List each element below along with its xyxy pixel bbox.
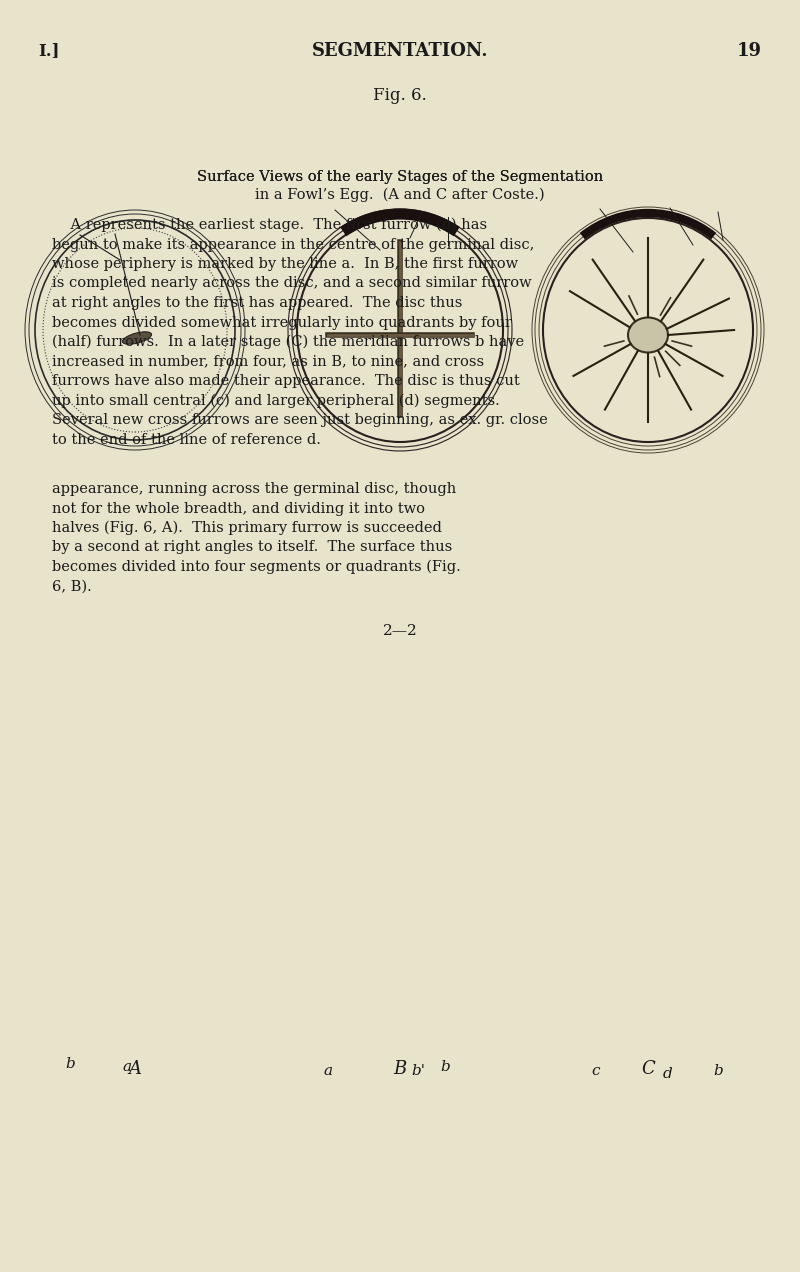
Text: Surface Views of the early Stages of the Segmentation: Surface Views of the early Stages of the… [197, 170, 603, 184]
Text: b: b [440, 1060, 450, 1074]
Text: at right angles to the first has appeared.  The disc thus: at right angles to the first has appeare… [52, 296, 462, 310]
Text: increased in number, from four, as in B, to nine, and cross: increased in number, from four, as in B,… [52, 355, 484, 369]
Text: b: b [65, 1057, 75, 1071]
Text: begun to make its appearance in the centre of the germinal disc,: begun to make its appearance in the cent… [52, 238, 534, 252]
Text: not for the whole breadth, and dividing it into two: not for the whole breadth, and dividing … [52, 501, 425, 515]
Text: whose periphery is marked by the line a.  In B, the first furrow: whose periphery is marked by the line a.… [52, 257, 518, 271]
Text: in a Fowl’s Egg.  (A and C after Coste.): in a Fowl’s Egg. (A and C after Coste.) [255, 188, 545, 202]
Text: (half) furrows.  In a later stage (C) the meridian furrows b have: (half) furrows. In a later stage (C) the… [52, 335, 524, 350]
Text: A represents the earliest stage.  The first furrow (b) has: A represents the earliest stage. The fir… [52, 218, 487, 233]
Text: c: c [592, 1063, 600, 1077]
Text: by a second at right angles to itself.  The surface thus: by a second at right angles to itself. T… [52, 541, 452, 555]
Text: Fig. 6.: Fig. 6. [373, 86, 427, 104]
Text: is completed nearly across the disc, and a second similar furrow: is completed nearly across the disc, and… [52, 276, 532, 290]
Text: a: a [122, 1060, 131, 1074]
Text: furrows have also made their appearance.  The disc is thus cut: furrows have also made their appearance.… [52, 374, 520, 388]
Text: Several new cross furrows are seen just beginning, as ex. gr. close: Several new cross furrows are seen just … [52, 413, 548, 427]
Text: up into small central (c) and larger peripheral (d) segments.: up into small central (c) and larger per… [52, 393, 500, 408]
Ellipse shape [122, 332, 151, 345]
Text: appearance, running across the germinal disc, though: appearance, running across the germinal … [52, 482, 456, 496]
Text: 2—2: 2—2 [382, 625, 418, 639]
Text: Surface Views of the early Stages of the Segmentation: Surface Views of the early Stages of the… [197, 170, 603, 184]
Text: d: d [663, 1067, 673, 1081]
Text: SEGMENTATION.: SEGMENTATION. [312, 42, 488, 60]
Text: A: A [129, 1060, 142, 1077]
Text: a: a [323, 1063, 333, 1077]
Text: B: B [394, 1060, 406, 1077]
Text: I.]: I.] [38, 42, 59, 59]
Text: 6, B).: 6, B). [52, 580, 92, 594]
Text: C: C [641, 1060, 655, 1077]
Text: halves (Fig. 6, A).  This primary furrow is succeeded: halves (Fig. 6, A). This primary furrow … [52, 522, 442, 536]
Ellipse shape [628, 318, 668, 352]
Text: to the end of the line of reference d.: to the end of the line of reference d. [52, 432, 321, 446]
Text: 19: 19 [737, 42, 762, 60]
Text: becomes divided somewhat irregularly into quadrants by four: becomes divided somewhat irregularly int… [52, 315, 512, 329]
Text: b': b' [411, 1063, 425, 1077]
Text: becomes divided into four segments or quadrants (Fig.: becomes divided into four segments or qu… [52, 560, 461, 575]
Text: b: b [713, 1063, 723, 1077]
